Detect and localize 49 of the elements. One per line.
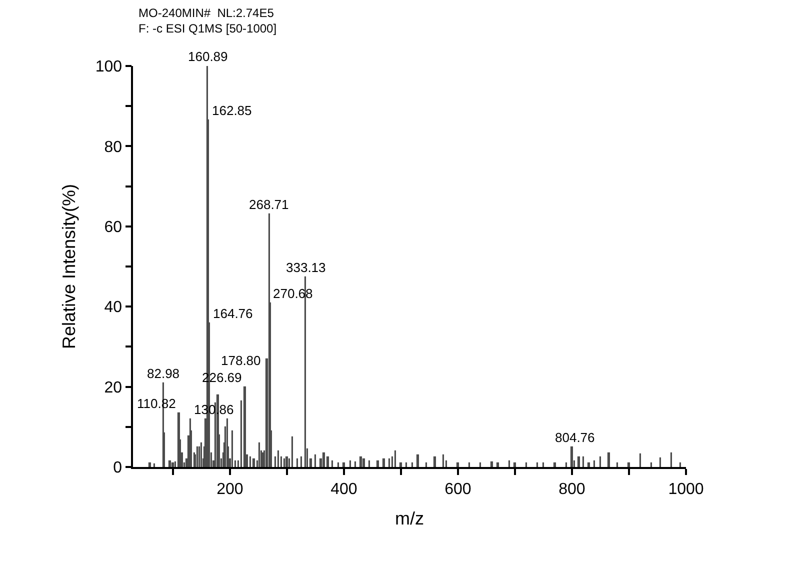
bar xyxy=(362,458,365,467)
bar xyxy=(342,462,345,467)
annotation: 268.71 xyxy=(249,197,289,212)
chart-subtitle: F: -c ESI Q1MS [50-1000] xyxy=(138,22,277,36)
bar xyxy=(148,462,151,467)
bar xyxy=(252,458,255,467)
bar xyxy=(433,456,436,467)
bar xyxy=(490,461,493,467)
y-tick-label: 40 xyxy=(104,299,122,316)
bar xyxy=(171,462,174,467)
y-tick-label: 60 xyxy=(104,219,122,236)
bar xyxy=(513,462,516,467)
bar xyxy=(326,456,329,467)
bar xyxy=(416,454,419,467)
bar xyxy=(376,460,379,467)
annotation: 164.76 xyxy=(213,306,253,321)
y-axis-title: Relative Intensity(%) xyxy=(59,184,80,350)
bar xyxy=(587,462,590,467)
bar xyxy=(607,452,610,467)
bar xyxy=(456,462,459,467)
bar xyxy=(399,462,402,467)
y-tick-label: 80 xyxy=(104,138,122,156)
bar xyxy=(577,456,580,467)
x-tick-label: 400 xyxy=(330,480,358,498)
bar xyxy=(496,462,499,467)
annotation: 178.80 xyxy=(221,353,261,368)
chart-title: MO-240MIN# NL:2.74E5 xyxy=(138,6,274,20)
x-tick-label: 800 xyxy=(558,480,586,498)
bar xyxy=(570,446,573,467)
bar xyxy=(322,452,325,467)
annotation: 160.89 xyxy=(188,49,228,64)
y-tick-label: 20 xyxy=(104,379,122,396)
annotation: 82.98 xyxy=(147,366,180,381)
bar xyxy=(382,458,385,467)
bar xyxy=(627,462,630,467)
y-tick-label: 0 xyxy=(113,460,122,477)
bar xyxy=(553,462,556,467)
x-axis-title: m/z xyxy=(395,508,424,529)
annotation: 804.76 xyxy=(555,430,595,445)
bar xyxy=(359,456,362,467)
bar xyxy=(285,456,288,467)
bar xyxy=(168,460,171,467)
x-tick-label: 1000 xyxy=(668,480,704,498)
x-tick-label: 200 xyxy=(216,480,244,498)
y-tick-label: 100 xyxy=(95,58,122,76)
bar xyxy=(243,386,246,467)
annotation: 162.85 xyxy=(212,103,252,118)
x-tick-label: 600 xyxy=(444,480,472,498)
annotation: 333.13 xyxy=(286,260,326,275)
